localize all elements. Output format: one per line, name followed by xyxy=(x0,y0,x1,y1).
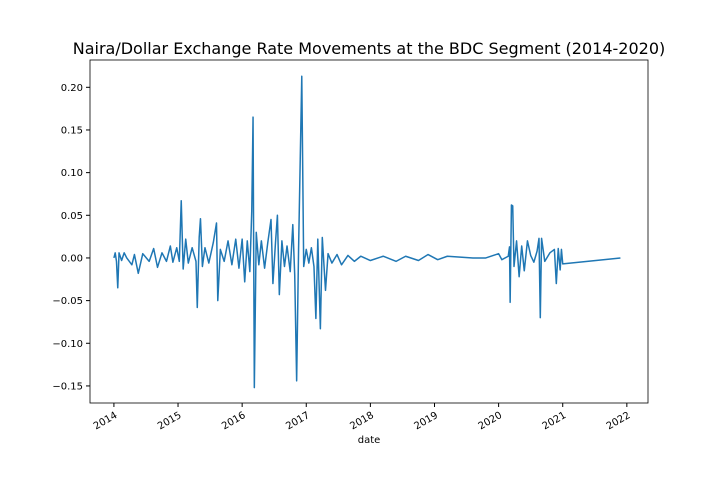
axes-frame xyxy=(89,59,649,404)
x-tick-label: 2014 xyxy=(92,410,120,432)
y-tick-label: 0.00 xyxy=(61,253,83,264)
data-line xyxy=(113,75,621,389)
x-tick-label: 2020 xyxy=(477,410,505,432)
y-tick-label: 0.05 xyxy=(61,211,83,222)
x-axis-label: date xyxy=(358,435,381,446)
x-tick-label: 2016 xyxy=(220,410,248,432)
y-tick-label: 0.15 xyxy=(61,125,83,136)
y-tick-label: 0.20 xyxy=(61,83,83,94)
x-tick-label: 2022 xyxy=(605,410,633,432)
y-tick-label: 0.10 xyxy=(61,168,83,179)
y-tick-label: −0.10 xyxy=(52,339,83,350)
x-tick-label: 2021 xyxy=(541,410,569,432)
x-tick-label: 2017 xyxy=(284,410,312,432)
x-tick-label: 2018 xyxy=(348,410,376,432)
y-tick-label: −0.05 xyxy=(52,296,83,307)
y-tick-label: −0.15 xyxy=(52,381,83,392)
x-tick-label: 2019 xyxy=(412,410,440,432)
chart-title: Naira/Dollar Exchange Rate Movements at … xyxy=(73,39,666,58)
x-tick-label: 2015 xyxy=(156,410,184,432)
